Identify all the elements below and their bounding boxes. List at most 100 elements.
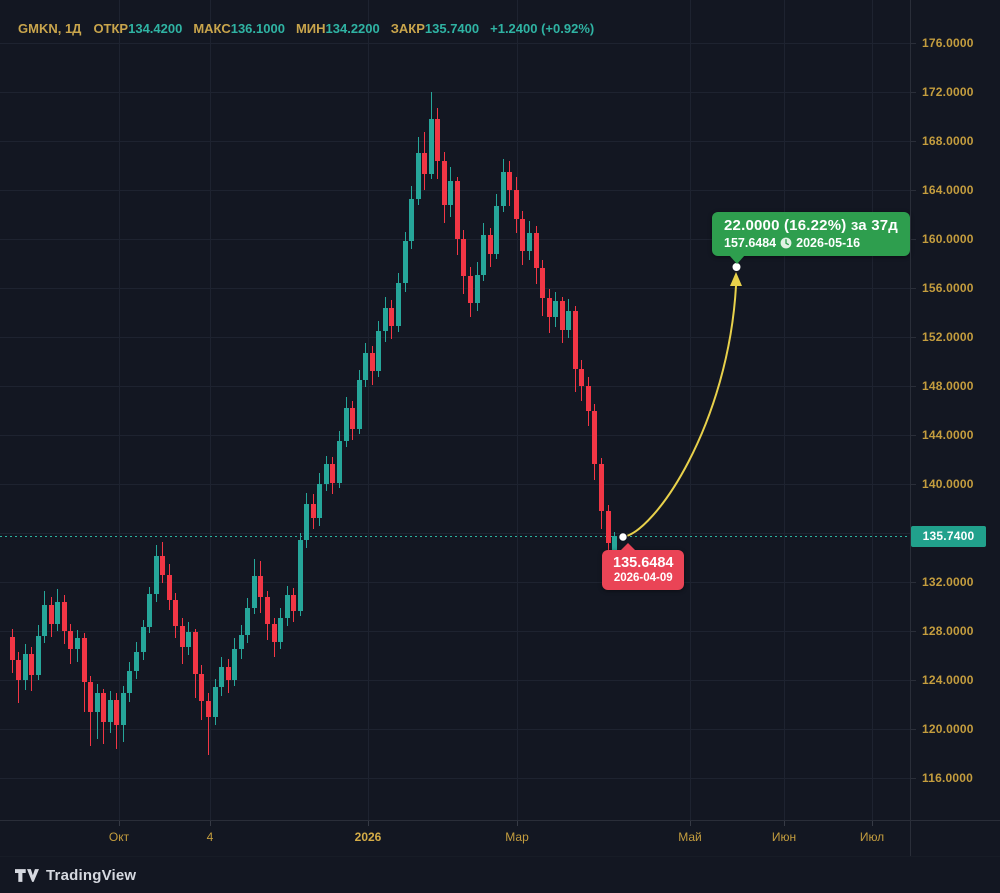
price-label: 152.0000	[922, 330, 974, 344]
candle-body	[441, 160, 447, 205]
h-gridline	[0, 778, 910, 779]
candle-body	[317, 484, 323, 519]
candle-body	[579, 368, 585, 386]
price-label: 164.0000	[922, 183, 974, 197]
price-label: 128.0000	[922, 624, 974, 638]
candle-body	[546, 297, 552, 318]
candle-body	[192, 632, 198, 674]
clock-icon	[780, 237, 792, 249]
source-date: 2026-04-09	[613, 572, 673, 584]
tradingview-mark-icon	[15, 868, 39, 882]
candle-wick	[208, 693, 209, 755]
candle-body	[356, 379, 362, 429]
time-label: Мар	[505, 830, 529, 844]
source-price: 135.6484	[613, 555, 674, 571]
candle-body	[422, 153, 428, 175]
v-gridline	[368, 0, 369, 820]
price-tick	[911, 631, 916, 632]
v-gridline	[119, 0, 120, 820]
change-label: +1.2400 (+0.92%)	[490, 21, 595, 36]
candle-body	[29, 654, 35, 676]
price-tick	[911, 337, 916, 338]
candle-body	[533, 232, 539, 269]
candle-body	[310, 503, 316, 519]
candle-body	[468, 275, 473, 303]
candle-body	[494, 205, 500, 254]
time-label: Июн	[771, 830, 797, 844]
ohlc-open: ОТКР134.4200	[93, 21, 183, 36]
projection-target-date: 2026-05-16	[796, 236, 861, 250]
time-tick	[872, 821, 873, 826]
candle-body	[94, 693, 100, 712]
time-tick	[517, 821, 518, 826]
candle-body	[140, 627, 146, 652]
candle-body	[166, 574, 172, 601]
candle-body	[179, 626, 185, 647]
candle-body	[343, 408, 349, 442]
v-gridline	[690, 0, 691, 820]
green-callout-tail	[729, 255, 745, 264]
candle-body	[415, 153, 421, 199]
time-axis[interactable]: Окт 4 2026 Мар Май Июн Июл	[0, 820, 1000, 856]
candle-body	[284, 595, 290, 618]
price-label: 116.0000	[922, 771, 973, 785]
price-tick	[911, 141, 916, 142]
time-label: Июл	[859, 830, 885, 844]
candle-body	[186, 632, 192, 647]
arrow-start-dot[interactable]	[618, 532, 628, 542]
h-gridline	[0, 337, 910, 338]
candle-body	[199, 673, 205, 701]
candle-body	[369, 352, 375, 372]
candle-body	[278, 617, 284, 643]
chart-plot-area[interactable]: 22.0000 (16.22%) за 37д 157.6484 2026-05…	[0, 0, 911, 820]
candle-body	[42, 605, 48, 636]
candle-body	[540, 268, 546, 298]
price-label: 172.0000	[922, 85, 974, 99]
v-gridline	[784, 0, 785, 820]
price-axis[interactable]: 176.0000 172.0000 168.0000 164.0000 160.0000…	[911, 0, 1000, 820]
price-label: 156.0000	[922, 281, 974, 295]
candle-body	[160, 556, 166, 575]
candle-body	[585, 386, 591, 411]
price-label: 148.0000	[922, 379, 974, 393]
price-tick	[911, 680, 916, 681]
candle-body	[133, 651, 139, 672]
projection-change-label: 22.0000 (16.22%) за 37д	[724, 217, 898, 234]
candle-body	[448, 181, 454, 205]
candle-body	[572, 311, 578, 369]
candle-body	[9, 637, 15, 661]
h-gridline	[0, 239, 910, 240]
candle-body	[376, 330, 382, 372]
ohlc-high: МАКС136.1000	[193, 21, 285, 36]
candle-body	[363, 352, 369, 380]
h-gridline	[0, 288, 910, 289]
tradingview-logo[interactable]: TradingView	[15, 867, 136, 884]
price-label: 168.0000	[922, 134, 974, 148]
candle-body	[395, 283, 401, 326]
price-tick	[911, 239, 916, 240]
projection-target-callout[interactable]: 22.0000 (16.22%) за 37д 157.6484 2026-05…	[712, 212, 910, 256]
candle-body	[55, 601, 61, 624]
projection-source-callout[interactable]: 135.6484 2026-04-09	[602, 550, 685, 590]
h-gridline	[0, 435, 910, 436]
symbol-interval-label[interactable]: GMKN, 1Д	[18, 21, 82, 36]
projection-arrow-curve[interactable]	[622, 285, 737, 538]
candle-body	[559, 301, 565, 330]
candle-body	[350, 408, 356, 429]
candle-body	[592, 410, 598, 465]
price-label: 124.0000	[922, 673, 974, 687]
projection-arrow-drawing[interactable]	[0, 0, 910, 820]
candle-body	[513, 190, 519, 220]
projection-detail-row: 157.6484 2026-05-16	[724, 236, 898, 250]
candle-body	[520, 219, 526, 252]
candle-body	[337, 441, 342, 483]
h-gridline	[0, 386, 910, 387]
candle-body	[238, 634, 244, 650]
time-label: Окт	[108, 830, 130, 844]
time-tick	[784, 821, 785, 826]
h-gridline	[0, 484, 910, 485]
last-price-tag: 135.7400	[911, 525, 986, 547]
h-gridline	[0, 141, 910, 142]
price-tick	[911, 582, 916, 583]
h-gridline	[0, 582, 910, 583]
